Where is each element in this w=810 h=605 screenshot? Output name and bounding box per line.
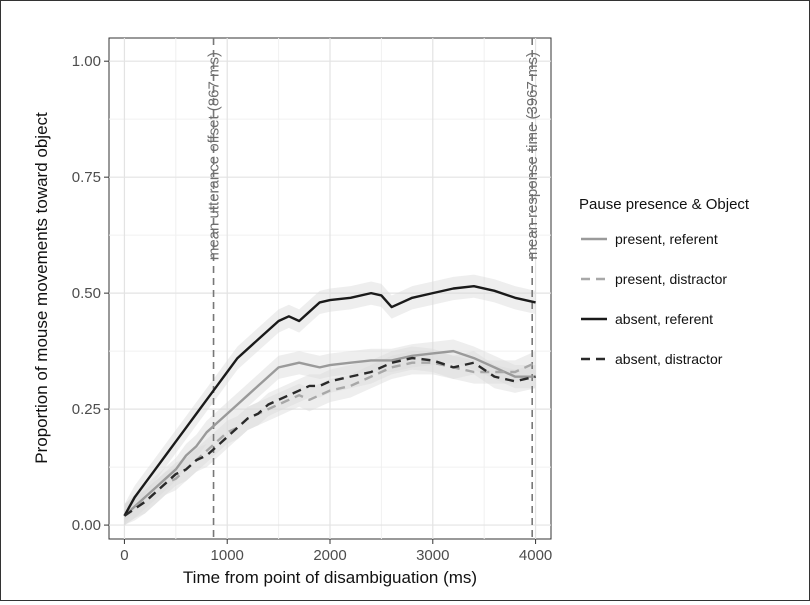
legend-label: absent, distractor — [615, 351, 723, 367]
legend-label: present, distractor — [615, 271, 727, 287]
x-tick-label: 0 — [120, 547, 128, 564]
series-line — [123, 356, 536, 517]
y-tick-label: 0.00 — [72, 517, 101, 534]
legend-items: present, referent present, distractor abse… — [581, 231, 727, 367]
y-tick-label: 0.50 — [72, 285, 101, 302]
y-tick-label: 0.25 — [72, 401, 101, 418]
x-tick-label: 3000 — [416, 547, 449, 564]
y-tick-label: 1.00 — [72, 53, 101, 70]
legend-label: present, referent — [615, 231, 718, 247]
reference-lines: mean utterance offset (867 ms) mean respo… — [206, 38, 541, 539]
confidence-band — [124, 346, 536, 526]
y-axis-title: Proportion of mouse movements toward obj… — [32, 112, 51, 464]
legend-label: absent, referent — [615, 311, 713, 327]
legend-title: Pause presence & Object — [579, 196, 750, 213]
series-line — [123, 361, 537, 517]
x-tick-label: 1000 — [211, 547, 244, 564]
axes: 0 1000 2000 3000 4000 0.00 0.25 0.50 0.75 1.00 — [72, 53, 552, 564]
x-axis-title: Time from point of disambiguation (ms) — [183, 568, 477, 587]
x-tick-label: 4000 — [519, 547, 552, 564]
y-tick-label: 0.75 — [72, 169, 101, 186]
grid — [109, 38, 551, 539]
reference-line-label: mean utterance offset (867 ms) — [206, 52, 223, 260]
series-line — [123, 349, 536, 517]
reference-line-label: mean response time (3967 ms) — [524, 52, 541, 260]
x-tick-label: 2000 — [313, 547, 346, 564]
legend: Pause presence & Object present, referen… — [579, 196, 750, 367]
series-line — [123, 284, 536, 517]
series-lines — [123, 284, 537, 517]
